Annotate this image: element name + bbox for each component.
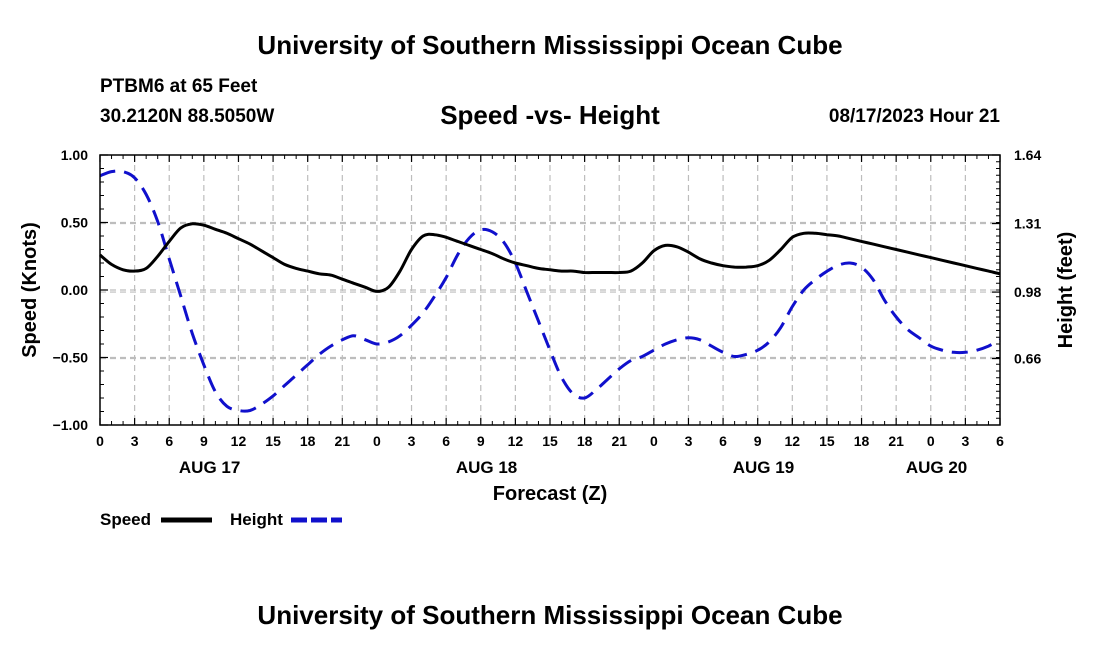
station-label: PTBM6 at 65 Feet <box>100 76 258 97</box>
legend-label-speed: Speed <box>100 510 151 529</box>
y-tick-label: −1.00 <box>53 417 89 433</box>
x-tick-label: 12 <box>231 433 247 449</box>
x-tick-label: 18 <box>577 433 593 449</box>
date-label: AUG 19 <box>733 458 794 477</box>
y-axis-title: Speed (Knots) <box>19 222 41 358</box>
x-tick-label: 21 <box>611 433 627 449</box>
x-tick-label: 12 <box>785 433 801 449</box>
x-tick-label: 3 <box>131 433 139 449</box>
y2-tick-label: 1.64 <box>1014 147 1041 163</box>
y-tick-label: 1.00 <box>61 147 88 163</box>
y-tick-label: −0.50 <box>53 350 89 366</box>
series-line-height <box>99 169 1001 413</box>
chart-title: Speed -vs- Height <box>440 100 660 130</box>
x-tick-label: 6 <box>442 433 450 449</box>
y2-axis-title: Height (feet) <box>1055 232 1077 349</box>
y2-tick-label: 1.31 <box>1014 216 1041 232</box>
x-tick-label: 9 <box>200 433 208 449</box>
series-layer <box>99 169 1001 413</box>
x-tick-label: 6 <box>165 433 173 449</box>
date-label: AUG 20 <box>906 458 967 477</box>
y2-tick-label: 0.66 <box>1014 351 1041 367</box>
x-tick-label: 3 <box>408 433 416 449</box>
y2-tick-label: 0.98 <box>1014 284 1041 300</box>
x-tick-label: 3 <box>961 433 969 449</box>
legend-label-height: Height <box>230 510 283 529</box>
date-label: AUG 18 <box>456 458 517 477</box>
series-line-speed <box>99 222 1001 293</box>
x-tick-label: 0 <box>927 433 935 449</box>
axes: 0 3 6 9 12 15 18 21 0 3 6 9 12 15 18 21 0 3 6 9 12 15 18 21 0 3 6 −… <box>53 147 1042 477</box>
x-tick-label: 21 <box>335 433 351 449</box>
x-tick-label: 0 <box>373 433 381 449</box>
x-tick-label: 6 <box>996 433 1004 449</box>
legend: Speed Height <box>100 510 342 529</box>
x-tick-label: 12 <box>508 433 524 449</box>
footer-title: University of Southern Mississippi Ocean… <box>257 600 843 630</box>
grid <box>100 155 1000 425</box>
forecast-datetime: 08/17/2023 Hour 21 <box>828 106 1000 127</box>
x-tick-label: 15 <box>265 433 281 449</box>
x-tick-label: 9 <box>477 433 485 449</box>
x-tick-label: 3 <box>685 433 693 449</box>
x-tick-label: 15 <box>819 433 835 449</box>
x-tick-label: 21 <box>888 433 904 449</box>
x-axis-title: Forecast (Z) <box>493 483 607 505</box>
x-tick-label: 9 <box>754 433 762 449</box>
x-tick-label: 0 <box>650 433 658 449</box>
page-title: University of Southern Mississippi Ocean… <box>257 30 843 60</box>
station-coords: 30.2120N 88.5050W <box>100 106 275 127</box>
x-tick-label: 0 <box>96 433 104 449</box>
x-tick-label: 18 <box>854 433 870 449</box>
x-tick-label: 6 <box>719 433 727 449</box>
y-tick-label: 0.50 <box>61 215 88 231</box>
date-label: AUG 17 <box>179 458 240 477</box>
x-tick-label: 18 <box>300 433 316 449</box>
y-tick-label: 0.00 <box>61 282 88 298</box>
x-tick-label: 15 <box>542 433 558 449</box>
